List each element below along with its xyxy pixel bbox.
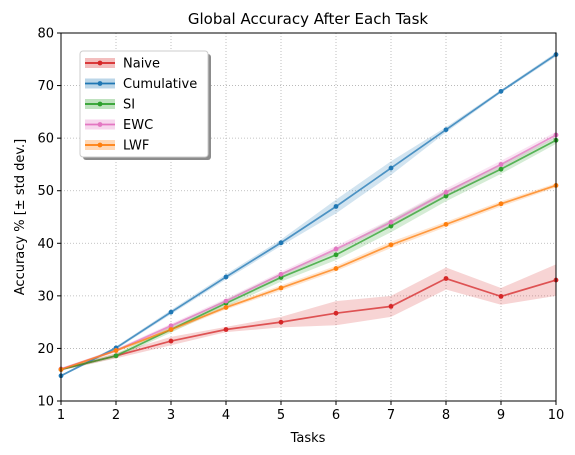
legend-label: LWF (123, 139, 149, 154)
axis-ticks: 1 2 3 4 5 6 7 8 9 10 10 20 30 40 50 60 70 80 (37, 27, 564, 424)
data-point-ewc (498, 162, 504, 167)
y-tick-label: 50 (37, 184, 54, 199)
x-tick-label: 8 (442, 408, 450, 423)
data-point-lwf (168, 327, 174, 332)
data-point-si (388, 223, 394, 229)
y-tick-label: 80 (37, 27, 54, 42)
series-lines (58, 52, 559, 379)
y-axis-label: Accuracy % [± std dev.] (13, 139, 28, 295)
legend-label: Cumulative (123, 77, 197, 92)
legend-label: SI (123, 98, 135, 113)
data-point-cumulative (278, 240, 284, 246)
legend-box (79, 50, 209, 158)
data-point-ewc (443, 189, 449, 195)
data-point-lwf (113, 348, 119, 353)
legend: Naive Cumulative SI EWC LWF (79, 50, 211, 160)
y-tick-label: 40 (37, 237, 54, 252)
x-tick-label: 3 (167, 408, 175, 423)
data-point-ewc (223, 298, 229, 304)
x-tick-label: 2 (112, 408, 120, 423)
x-tick-label: 7 (387, 408, 395, 423)
legend-marker (97, 122, 103, 127)
x-tick-label: 4 (222, 408, 230, 423)
data-point-naive (223, 327, 229, 332)
data-point-cumulative (223, 274, 229, 280)
y-tick-label: 60 (37, 132, 54, 147)
x-axis-label: Tasks (290, 431, 326, 446)
data-point-lwf (498, 201, 504, 207)
data-point-naive (278, 319, 284, 325)
series-line-lwf (60, 184, 557, 371)
data-point-ewc (333, 246, 339, 252)
data-point-naive (498, 293, 504, 299)
legend-label: Naive (123, 57, 160, 72)
data-point-ewc (388, 219, 394, 225)
data-point-lwf (388, 242, 394, 248)
data-point-lwf (278, 285, 284, 291)
data-point-si (443, 193, 449, 199)
series-line-ewc (60, 134, 557, 370)
data-point-cumulative (388, 165, 394, 171)
legend-label: EWC (123, 118, 153, 133)
data-point-cumulative (498, 88, 504, 94)
data-point-ewc (278, 271, 284, 277)
x-tick-label: 10 (548, 408, 565, 423)
data-point-lwf (443, 221, 449, 227)
data-point-lwf (223, 305, 229, 310)
data-point-naive (443, 276, 449, 281)
y-tick-label: 70 (37, 79, 54, 94)
legend-marker (97, 60, 103, 66)
data-point-naive (168, 338, 174, 344)
legend-marker (97, 81, 103, 86)
x-tick-label: 5 (277, 408, 285, 423)
series-line-naive (60, 277, 557, 371)
legend-marker (97, 142, 103, 148)
series-line-cumulative (60, 53, 557, 377)
data-point-cumulative (443, 127, 449, 133)
data-point-si (333, 252, 339, 258)
plot-frame (60, 32, 557, 402)
chart-title: Global Accuracy After Each Task (188, 10, 429, 28)
x-tick-label: 9 (497, 408, 505, 423)
data-point-si (113, 353, 119, 359)
data-point-si (498, 166, 504, 172)
series-line-si (60, 139, 557, 371)
legend-marker (97, 101, 103, 107)
x-tick-label: 6 (332, 408, 340, 423)
data-point-lwf (333, 266, 339, 271)
data-point-naive (333, 310, 339, 316)
y-tick-label: 20 (37, 342, 54, 357)
x-tick-label: 1 (57, 408, 65, 423)
data-point-cumulative (333, 204, 339, 209)
y-tick-label: 30 (37, 289, 54, 304)
data-point-cumulative (168, 309, 174, 315)
data-point-naive (388, 303, 394, 309)
data-point-ewc (168, 323, 174, 329)
y-tick-label: 10 (37, 395, 54, 410)
